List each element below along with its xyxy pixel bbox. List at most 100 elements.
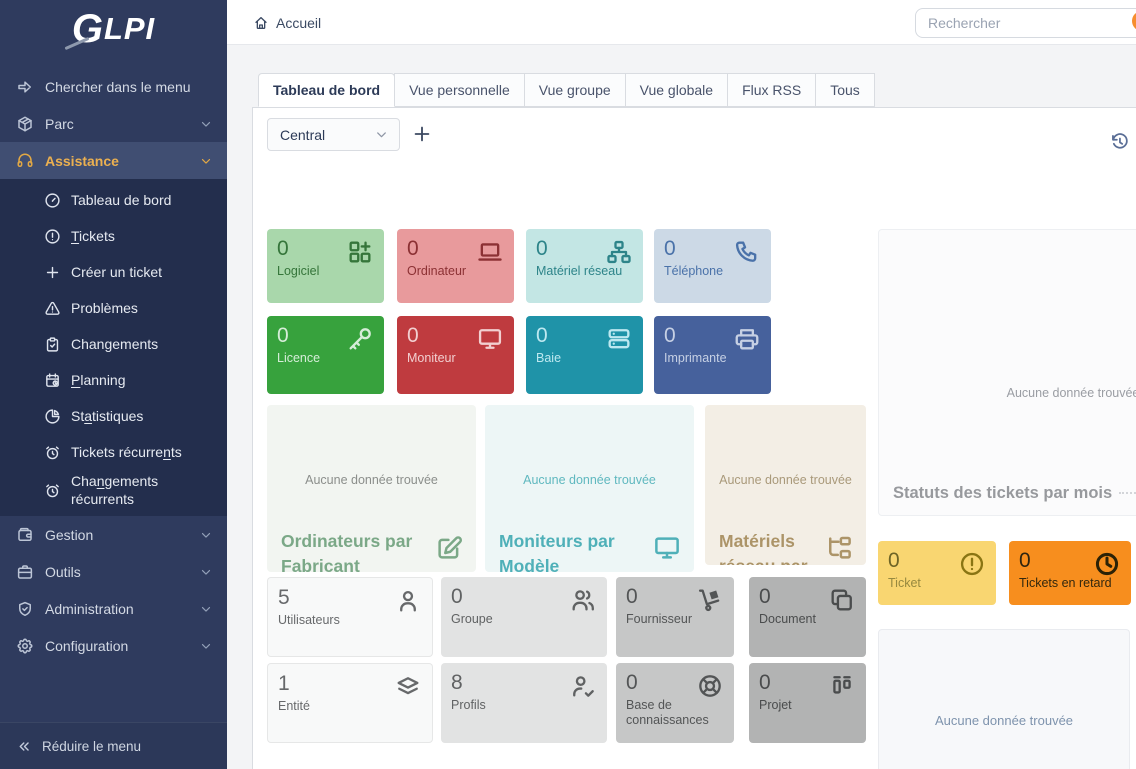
card-projet[interactable]: 0 Projet <box>749 663 866 743</box>
tab-tous[interactable]: Tous <box>815 73 875 107</box>
card-ticket[interactable]: 0 Ticket <box>878 541 996 605</box>
global-search-input[interactable] <box>915 8 1136 38</box>
chevron-down-icon <box>199 117 213 131</box>
card-profils[interactable]: 8 Profils <box>441 663 607 743</box>
sidebar-item-configuration[interactable]: Configuration <box>0 627 227 664</box>
sidebar-item-assistance[interactable]: Assistance <box>0 142 227 179</box>
pie-chart-icon <box>44 408 61 425</box>
card-telephone[interactable]: 0 Téléphone <box>654 229 771 303</box>
wallet-icon <box>16 526 34 544</box>
clipboard-check-icon <box>44 336 61 353</box>
apps-plus-icon <box>346 238 374 266</box>
card-label: Profils <box>451 698 486 712</box>
sidebar-item-gestion[interactable]: Gestion <box>0 516 227 553</box>
widget-ordinateurs-par-fabricant[interactable]: Aucune donnée trouvée Ordinateurs par Fab… <box>267 405 476 572</box>
assistance-submenu: Tableau de bord Tickets Créer un ticket Pro… <box>0 179 227 516</box>
user-icon <box>394 587 422 615</box>
card-label: Tickets en retard <box>1019 576 1112 590</box>
tab-vue-groupe[interactable]: Vue groupe <box>523 73 626 107</box>
tab-vue-personnelle[interactable]: Vue personnelle <box>394 73 525 107</box>
sidebar-item-tickets-recurrents[interactable]: Tickets récurrents <box>0 434 227 470</box>
empty-data-text: Aucune donnée trouvée <box>719 473 852 487</box>
dashboard-panel: Central 0 Logiciel 0 Ordinateur 0 Matériel ré… <box>252 107 1136 769</box>
chevrons-left-icon <box>16 738 33 755</box>
sidebar-item-outils[interactable]: Outils <box>0 553 227 590</box>
card-tickets-en-retard[interactable]: 0 Tickets en retard <box>1009 541 1131 605</box>
label-pre: St <box>71 408 85 424</box>
headset-icon <box>16 152 34 170</box>
sidebar-nav: Chercher dans le menu Parc Assistance Table… <box>0 58 227 664</box>
alert-triangle-icon <box>44 300 61 317</box>
card-moniteur[interactable]: 0 Moniteur <box>397 316 514 394</box>
stack-icon <box>394 673 422 701</box>
tab-flux-rss[interactable]: Flux RSS <box>727 73 817 107</box>
card-label: Base de connaissances <box>626 698 709 727</box>
sidebar-item-statistiques[interactable]: Statistiques <box>0 398 227 434</box>
card-ordinateur[interactable]: 0 Ordinateur <box>397 229 514 303</box>
sidebar-item-tableau-de-bord[interactable]: Tableau de bord <box>0 182 227 218</box>
glpi-logo: G LPI <box>0 0 227 58</box>
sidebar-item-label: Parc <box>45 115 74 132</box>
widget-title: Matériels réseau par <box>719 531 808 565</box>
card-baie[interactable]: 0 Baie <box>526 316 643 394</box>
key-icon <box>346 325 374 353</box>
sidebar-item-label: Changements <box>71 335 158 353</box>
card-materiel-reseau[interactable]: 0 Matériel réseau <box>526 229 643 303</box>
widget-materiels-reseau-par[interactable]: Aucune donnée trouvée Matériels réseau pa… <box>705 405 866 565</box>
sidebar-item-changements-recurrents[interactable]: Changements récurrents <box>0 470 227 510</box>
sidebar-item-parc[interactable]: Parc <box>0 105 227 142</box>
card-label: Logiciel <box>277 264 320 278</box>
add-dashboard-button[interactable] <box>411 123 433 145</box>
card-utilisateurs[interactable]: 5 Utilisateurs <box>267 577 433 657</box>
card-fournisseur[interactable]: 0 Fournisseur <box>616 577 734 657</box>
sidebar-item-label: Gestion <box>45 526 94 543</box>
card-groupe[interactable]: 0 Groupe <box>441 577 607 657</box>
user-avatar[interactable] <box>1132 11 1136 31</box>
breadcrumb[interactable]: Accueil <box>253 0 321 45</box>
empty-data-text: Aucune donnée trouvée <box>1006 386 1136 400</box>
card-label: Groupe <box>451 612 493 626</box>
sidebar-item-label: Créer un ticket <box>71 263 162 281</box>
card-value: 0 <box>407 324 419 347</box>
label-key: T <box>71 228 80 244</box>
label-post: gements récurrents <box>71 473 159 507</box>
widget-statuts-des-tickets-par-mois[interactable]: Aucune donnée trouvée Statuts des ticket… <box>878 229 1136 516</box>
tab-tableau-de-bord[interactable]: Tableau de bord <box>258 73 396 107</box>
printer-icon <box>733 325 761 353</box>
card-logiciel[interactable]: 0 Logiciel <box>267 229 384 303</box>
sidebar-item-tickets[interactable]: Tickets <box>0 218 227 254</box>
card-imprimante[interactable]: 0 Imprimante <box>654 316 771 394</box>
sidebar-item-label: Chercher dans le menu <box>45 78 191 95</box>
kanban-icon <box>828 672 856 700</box>
server-icon <box>605 325 633 353</box>
sidebar-item-creer-un-ticket[interactable]: Créer un ticket <box>0 254 227 290</box>
sidebar-item-chercher-dans-le-menu[interactable]: Chercher dans le menu <box>0 68 227 105</box>
card-value: 0 <box>759 671 771 694</box>
collapse-menu-button[interactable]: Réduire le menu <box>0 722 227 769</box>
dashboard-selector[interactable]: Central <box>267 118 400 151</box>
plus-icon <box>44 264 61 281</box>
sidebar-item-changements[interactable]: Changements <box>0 326 227 362</box>
empty-data-text: Aucune donnée trouvée <box>305 473 438 487</box>
widget-empty-chart[interactable]: Aucune donnée trouvée <box>878 629 1130 769</box>
card-base-de-connaissances[interactable]: 0 Base de connaissances <box>616 663 734 743</box>
sidebar-item-planning[interactable]: Planning <box>0 362 227 398</box>
card-entite[interactable]: 1 Entité <box>267 663 433 743</box>
topbar: Accueil <box>227 0 1136 45</box>
card-value: 0 <box>759 585 771 608</box>
tab-vue-globale[interactable]: Vue globale <box>624 73 729 107</box>
card-licence[interactable]: 0 Licence <box>267 316 384 394</box>
laptop-icon <box>476 238 504 266</box>
sidebar-item-label: Problèmes <box>71 299 138 317</box>
sidebar-item-administration[interactable]: Administration <box>0 590 227 627</box>
tab-bar: Tableau de bord Vue personnelle Vue groupe… <box>258 73 875 107</box>
monitor-icon <box>652 533 682 563</box>
briefcase-icon <box>16 563 34 581</box>
widget-moniteurs-par-modele[interactable]: Aucune donnée trouvée Moniteurs par Modèl… <box>485 405 694 572</box>
label-pre: Changements <box>71 336 159 352</box>
sidebar-item-problemes[interactable]: Problèmes <box>0 290 227 326</box>
history-button[interactable] <box>1109 131 1130 152</box>
calendar-clock-icon <box>44 372 61 389</box>
card-document[interactable]: 0 Document <box>749 577 866 657</box>
